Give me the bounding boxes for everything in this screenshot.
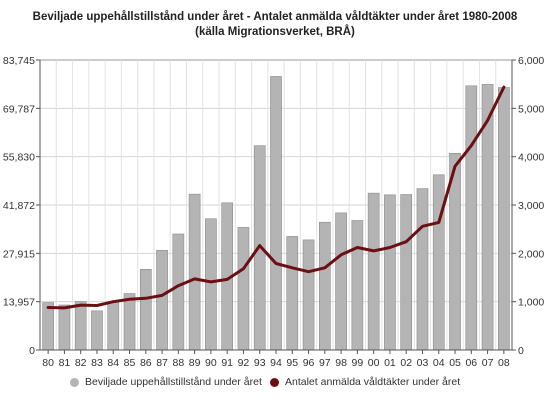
x-tick-label: 03: [417, 357, 429, 369]
x-tick-label: 00: [368, 357, 380, 369]
x-tick-label: 93: [254, 357, 266, 369]
x-tick-label: 07: [482, 357, 494, 369]
bar: [498, 87, 510, 351]
x-tick-label: 92: [238, 357, 250, 369]
bar: [335, 212, 347, 351]
legend-line-swatch: [270, 377, 279, 387]
x-tick-label: 98: [335, 357, 347, 369]
chart-title-line2: (källa Migrationsverket, BRÅ): [195, 26, 355, 38]
left-tick-label: 69,787: [3, 103, 35, 115]
legend: Beviljade uppehållstillstånd under året …: [0, 374, 550, 394]
right-tick-label: 2,000: [518, 248, 544, 260]
legend-bar-swatch: [70, 377, 79, 387]
left-tick-label: 0: [29, 345, 35, 357]
x-tick-label: 04: [433, 357, 445, 369]
legend-label-line: Antalet anmälda våldtäkter under året: [285, 376, 461, 388]
left-tick-label: 41,872: [3, 200, 35, 212]
bar: [123, 293, 136, 351]
right-tick-label: 1,000: [518, 297, 544, 309]
bar: [416, 188, 429, 351]
x-tick-label: 89: [189, 357, 201, 369]
x-tick-label: 05: [449, 357, 461, 369]
x-tick-label: 87: [156, 357, 168, 369]
x-tick-label: 80: [42, 357, 54, 369]
left-tick-label: 55,830: [3, 152, 35, 164]
chart-title: Beviljade uppehållstillstånd under året …: [0, 10, 550, 40]
x-tick-label: 95: [286, 357, 298, 369]
bar: [139, 269, 152, 351]
x-tick-label: 84: [107, 357, 119, 369]
right-tick-label: 6,000: [518, 55, 544, 67]
x-tick-label: 02: [400, 357, 412, 369]
x-tick-label: 96: [303, 357, 315, 369]
bar: [318, 221, 331, 351]
bar: [91, 310, 103, 351]
x-tick-label: 86: [140, 357, 152, 369]
bar: [302, 239, 315, 351]
bar: [58, 304, 71, 351]
left-tick-label: 27,915: [3, 248, 35, 260]
bar: [205, 218, 217, 351]
right-tick-label: 0: [518, 345, 524, 357]
x-tick-label: 99: [352, 357, 364, 369]
right-tick-label: 3,000: [518, 200, 544, 212]
legend-item-line: Antalet anmälda våldtäkter under året: [270, 376, 460, 388]
x-tick-label: 97: [319, 357, 331, 369]
bar: [107, 301, 120, 351]
x-tick-label: 88: [173, 357, 185, 369]
bar: [400, 194, 413, 351]
bar: [156, 249, 168, 351]
bar: [384, 194, 396, 351]
bar: [367, 192, 380, 351]
x-tick-label: 81: [59, 357, 71, 369]
x-tick-label: 85: [124, 357, 136, 369]
x-tick-label: 06: [465, 357, 477, 369]
left-tick-label: 83,745: [3, 55, 35, 67]
x-tick-label: 08: [498, 357, 510, 369]
bar: [270, 76, 282, 351]
bar: [432, 174, 445, 351]
right-tick-label: 4,000: [518, 152, 544, 164]
right-tick-label: 5,000: [518, 103, 544, 115]
legend-label-bars: Beviljade uppehållstillstånd under året: [85, 376, 262, 388]
bar: [74, 301, 87, 351]
bar: [351, 220, 364, 351]
bar: [286, 236, 299, 351]
left-tick-label: 13,957: [3, 297, 35, 309]
bar: [188, 193, 201, 351]
x-tick-label: 91: [221, 357, 233, 369]
x-tick-label: 94: [270, 357, 282, 369]
x-tick-label: 01: [384, 357, 396, 369]
x-tick-label: 82: [75, 357, 87, 369]
chart-title-line1: Beviljade uppehållstillstånd under året …: [32, 11, 518, 23]
bar: [465, 85, 478, 351]
bar: [237, 227, 250, 351]
x-tick-label: 90: [205, 357, 217, 369]
bar: [42, 302, 54, 351]
bar: [172, 233, 185, 351]
legend-item-bars: Beviljade uppehållstillstånd under året: [70, 376, 262, 388]
x-tick-label: 83: [91, 357, 103, 369]
series-line: [46, 85, 506, 310]
